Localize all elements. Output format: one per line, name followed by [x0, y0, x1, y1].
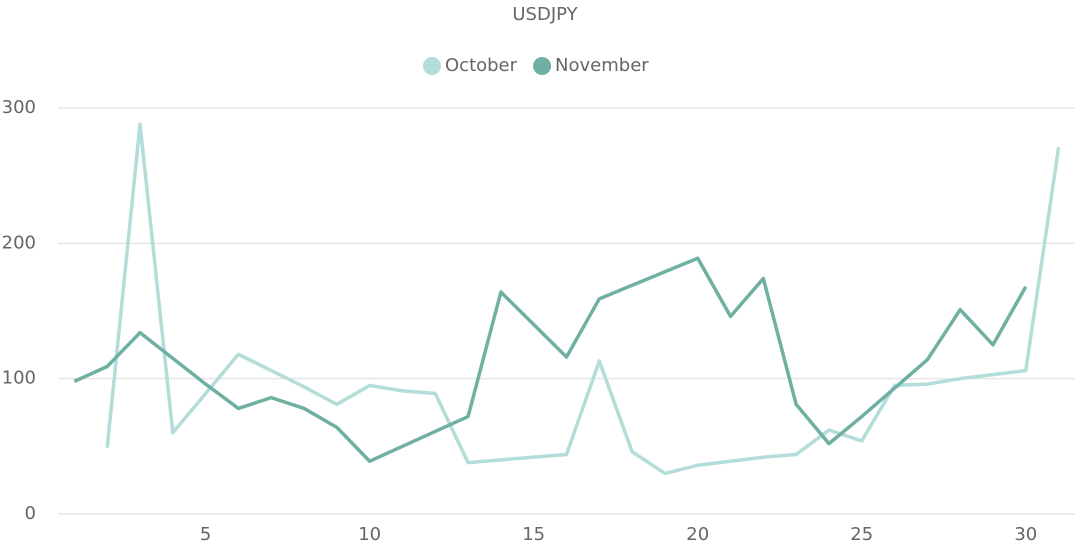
x-tick-label: 10: [358, 524, 381, 545]
legend-marker: [533, 57, 552, 75]
x-tick-label: 5: [200, 524, 211, 545]
line-series: [73, 256, 1028, 463]
y-tick-label: 200: [2, 232, 36, 253]
x-tick-label: 25: [850, 524, 873, 545]
x-tick-label: 15: [522, 524, 545, 545]
y-tick-label: 0: [25, 503, 36, 524]
line-series: [105, 122, 1061, 476]
x-tick-label: 20: [686, 524, 709, 545]
x-tick-label: 30: [1014, 524, 1037, 545]
chart-title: USDJPY: [512, 4, 578, 25]
legend-label: October: [445, 55, 518, 76]
y-tick-label: 300: [2, 97, 36, 118]
y-tick-label: 100: [2, 368, 36, 389]
legend-label: November: [555, 55, 649, 76]
legend-marker: [423, 57, 441, 75]
